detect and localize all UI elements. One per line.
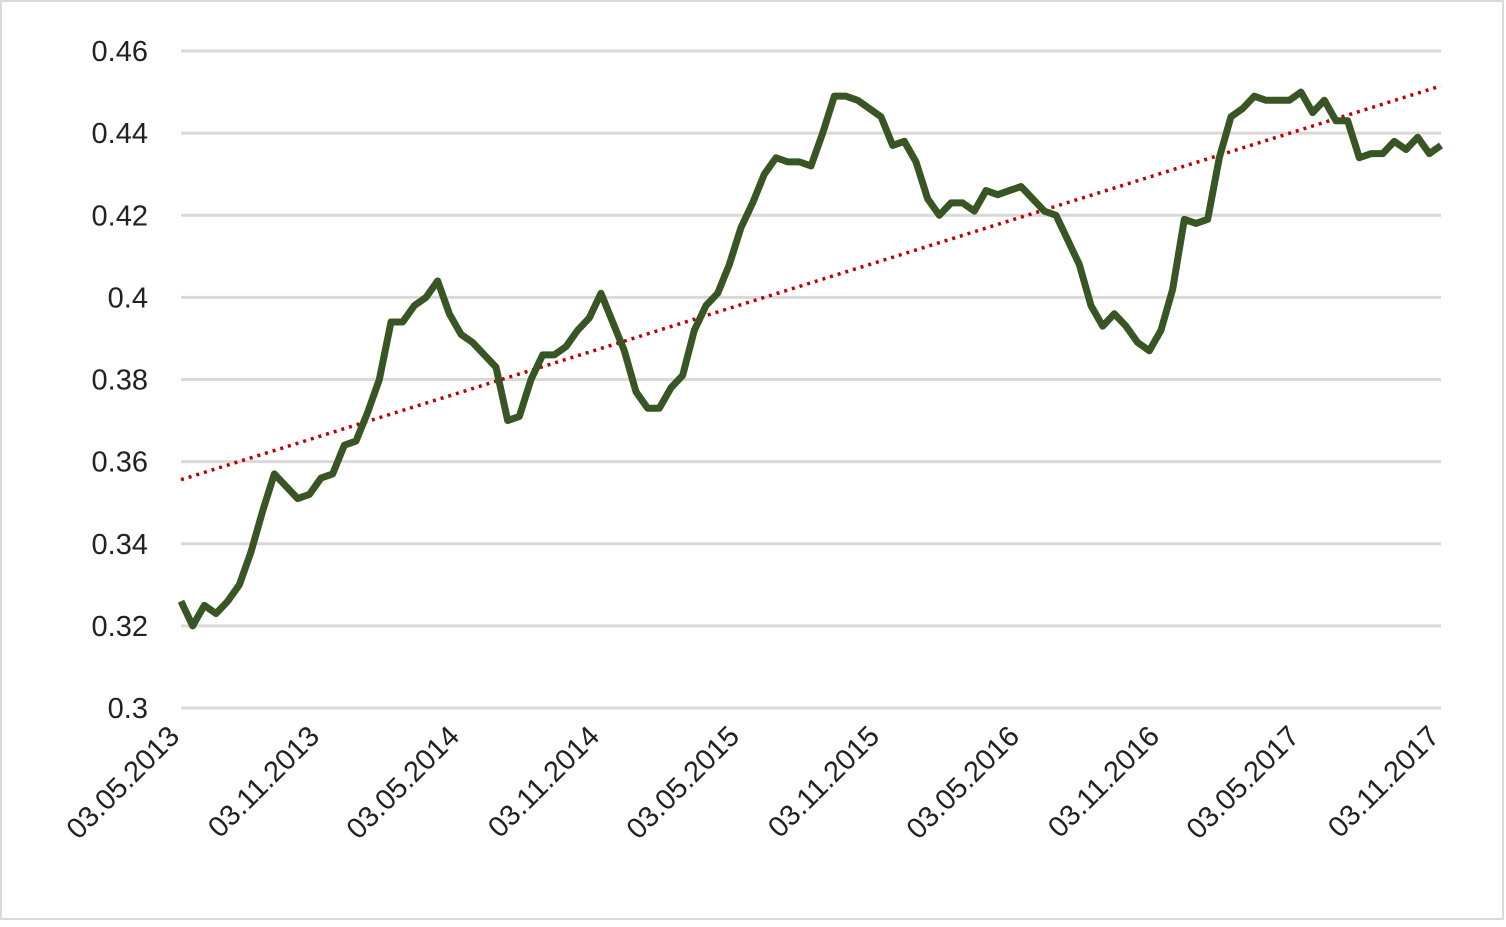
y-tick-label: 0.42 bbox=[92, 200, 148, 232]
y-tick-label: 0.4 bbox=[108, 282, 148, 314]
y-tick-label: 0.46 bbox=[92, 36, 148, 68]
y-tick-label: 0.34 bbox=[92, 529, 148, 561]
data-line bbox=[177, 88, 1444, 630]
y-tick-label: 0.44 bbox=[92, 118, 148, 150]
y-tick-label: 0.38 bbox=[92, 365, 148, 397]
y-tick-label: 0.3 bbox=[108, 693, 148, 725]
y-tick-label: 0.32 bbox=[92, 611, 148, 643]
y-tick-label: 0.36 bbox=[92, 447, 148, 479]
